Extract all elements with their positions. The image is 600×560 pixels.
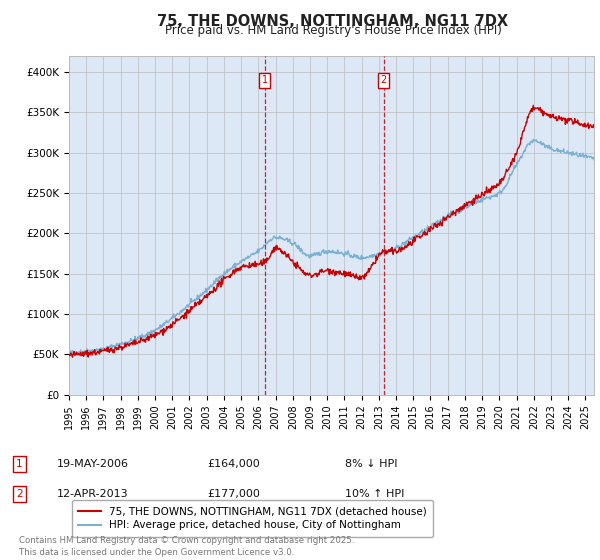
Text: 10% ↑ HPI: 10% ↑ HPI xyxy=(345,489,404,499)
Text: 19-MAY-2006: 19-MAY-2006 xyxy=(57,459,129,469)
Text: 1: 1 xyxy=(16,459,23,469)
Text: 75, THE DOWNS, NOTTINGHAM, NG11 7DX: 75, THE DOWNS, NOTTINGHAM, NG11 7DX xyxy=(157,14,509,29)
Text: 2: 2 xyxy=(16,489,23,499)
Text: 1: 1 xyxy=(262,75,268,85)
Text: Contains HM Land Registry data © Crown copyright and database right 2025.
This d: Contains HM Land Registry data © Crown c… xyxy=(19,536,355,557)
Text: £177,000: £177,000 xyxy=(207,489,260,499)
Text: 8% ↓ HPI: 8% ↓ HPI xyxy=(345,459,398,469)
Text: 2: 2 xyxy=(380,75,387,85)
Text: 12-APR-2013: 12-APR-2013 xyxy=(57,489,128,499)
Legend: 75, THE DOWNS, NOTTINGHAM, NG11 7DX (detached house), HPI: Average price, detach: 75, THE DOWNS, NOTTINGHAM, NG11 7DX (det… xyxy=(71,500,433,536)
Text: Price paid vs. HM Land Registry's House Price Index (HPI): Price paid vs. HM Land Registry's House … xyxy=(164,24,502,37)
Text: £164,000: £164,000 xyxy=(207,459,260,469)
